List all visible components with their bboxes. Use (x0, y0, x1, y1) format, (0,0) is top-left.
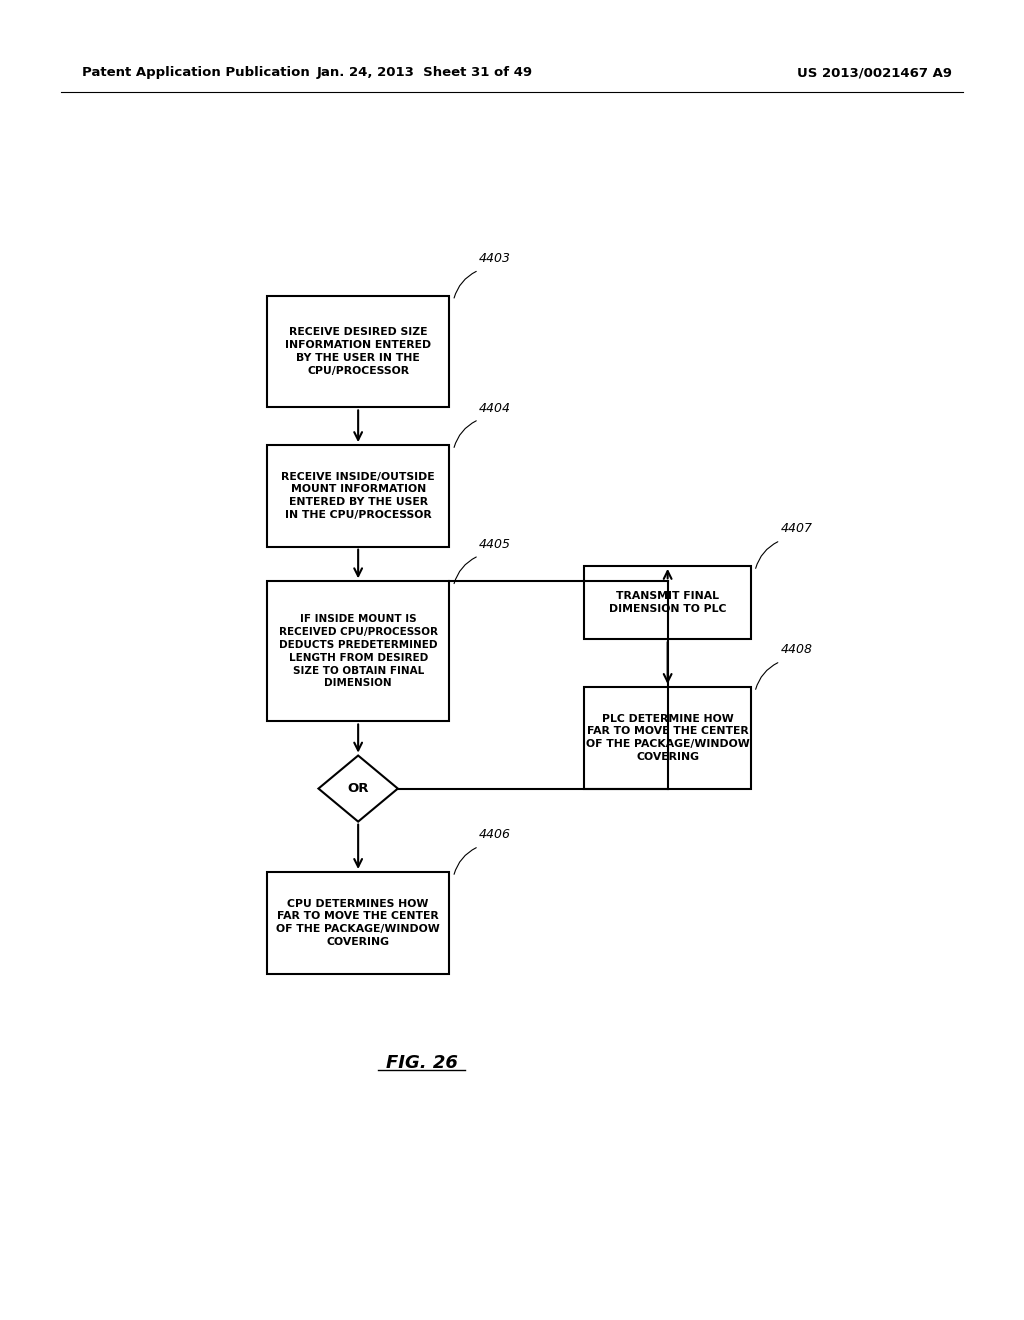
Text: Jan. 24, 2013  Sheet 31 of 49: Jan. 24, 2013 Sheet 31 of 49 (316, 66, 534, 79)
Text: 4408: 4408 (780, 643, 812, 656)
Text: US 2013/0021467 A9: US 2013/0021467 A9 (798, 66, 952, 79)
Text: 4407: 4407 (780, 523, 812, 536)
Bar (585, 566, 751, 639)
Text: FIG. 26: FIG. 26 (386, 1053, 458, 1072)
Text: TRANSMIT FINAL
DIMENSION TO PLC: TRANSMIT FINAL DIMENSION TO PLC (609, 591, 726, 614)
Text: IF INSIDE MOUNT IS
RECEIVED CPU/PROCESSOR
DEDUCTS PREDETERMINED
LENGTH FROM DESI: IF INSIDE MOUNT IS RECEIVED CPU/PROCESSO… (279, 614, 437, 688)
Bar (267, 445, 450, 546)
Bar (267, 873, 450, 974)
Text: 4405: 4405 (479, 537, 511, 550)
Text: RECEIVE INSIDE/OUTSIDE
MOUNT INFORMATION
ENTERED BY THE USER
IN THE CPU/PROCESSO: RECEIVE INSIDE/OUTSIDE MOUNT INFORMATION… (282, 471, 435, 520)
Text: CPU DETERMINES HOW
FAR TO MOVE THE CENTER
OF THE PACKAGE/WINDOW
COVERING: CPU DETERMINES HOW FAR TO MOVE THE CENTE… (276, 899, 440, 946)
Text: 4404: 4404 (479, 401, 511, 414)
Text: Patent Application Publication: Patent Application Publication (82, 66, 309, 79)
Bar (585, 686, 751, 788)
Polygon shape (318, 755, 397, 821)
Text: PLC DETERMINE HOW
FAR TO MOVE THE CENTER
OF THE PACKAGE/WINDOW
COVERING: PLC DETERMINE HOW FAR TO MOVE THE CENTER… (586, 714, 750, 762)
Bar (267, 581, 450, 722)
Text: RECEIVE DESIRED SIZE
INFORMATION ENTERED
BY THE USER IN THE
CPU/PROCESSOR: RECEIVE DESIRED SIZE INFORMATION ENTERED… (285, 327, 431, 376)
Bar (267, 296, 450, 408)
Text: 4403: 4403 (479, 252, 511, 265)
Text: OR: OR (347, 781, 369, 795)
Text: 4406: 4406 (479, 829, 511, 841)
